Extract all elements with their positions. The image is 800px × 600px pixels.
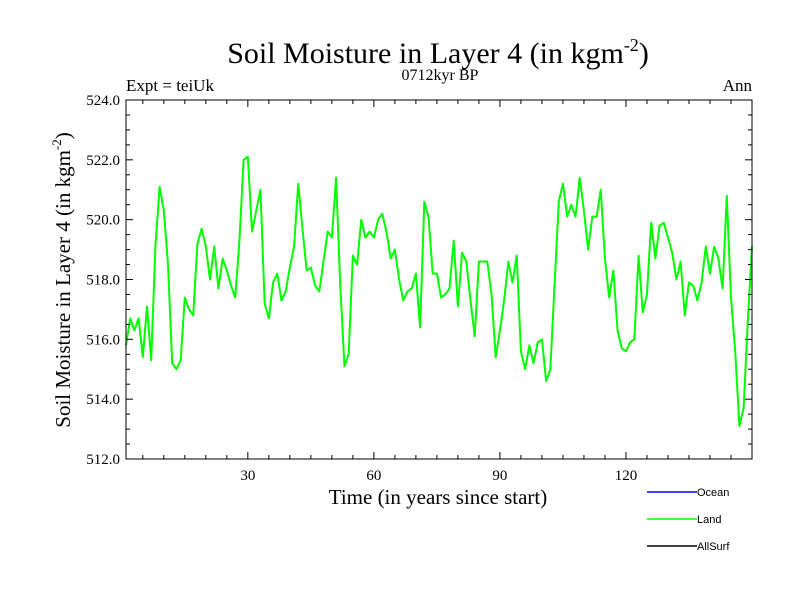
legend-label-land: Land xyxy=(697,514,721,526)
y-axis-label: Soil Moisture in Layer 4 (in kgm-2) xyxy=(49,132,75,427)
y-tick-label: 514.0 xyxy=(86,392,120,408)
y-tick-label: 516.0 xyxy=(86,332,120,348)
y-tick-label: 512.0 xyxy=(86,452,120,468)
experiment-label: Expt = teiUk xyxy=(126,76,214,95)
series-line-land xyxy=(125,155,753,428)
x-tick-label: 90 xyxy=(492,468,507,484)
season-label: Ann xyxy=(723,76,753,95)
x-tick-label: 30 xyxy=(240,468,255,484)
x-tick-label: 60 xyxy=(366,468,381,484)
y-tick-label: 524.0 xyxy=(86,93,120,109)
legend-label-allsurf: AllSurf xyxy=(697,541,730,553)
y-tick-label: 522.0 xyxy=(86,153,120,169)
x-tick-label: 120 xyxy=(615,468,638,484)
legend-label-ocean: Ocean xyxy=(697,487,729,499)
plot-frame xyxy=(125,99,753,460)
y-tick-label: 520.0 xyxy=(86,213,120,229)
x-axis-label: Time (in years since start) xyxy=(329,485,548,509)
y-tick-label: 518.0 xyxy=(86,273,120,289)
chart-title: Soil Moisture in Layer 4 (in kgm-2) xyxy=(227,35,649,70)
chart-subtitle: 0712kyr BP xyxy=(402,67,479,84)
